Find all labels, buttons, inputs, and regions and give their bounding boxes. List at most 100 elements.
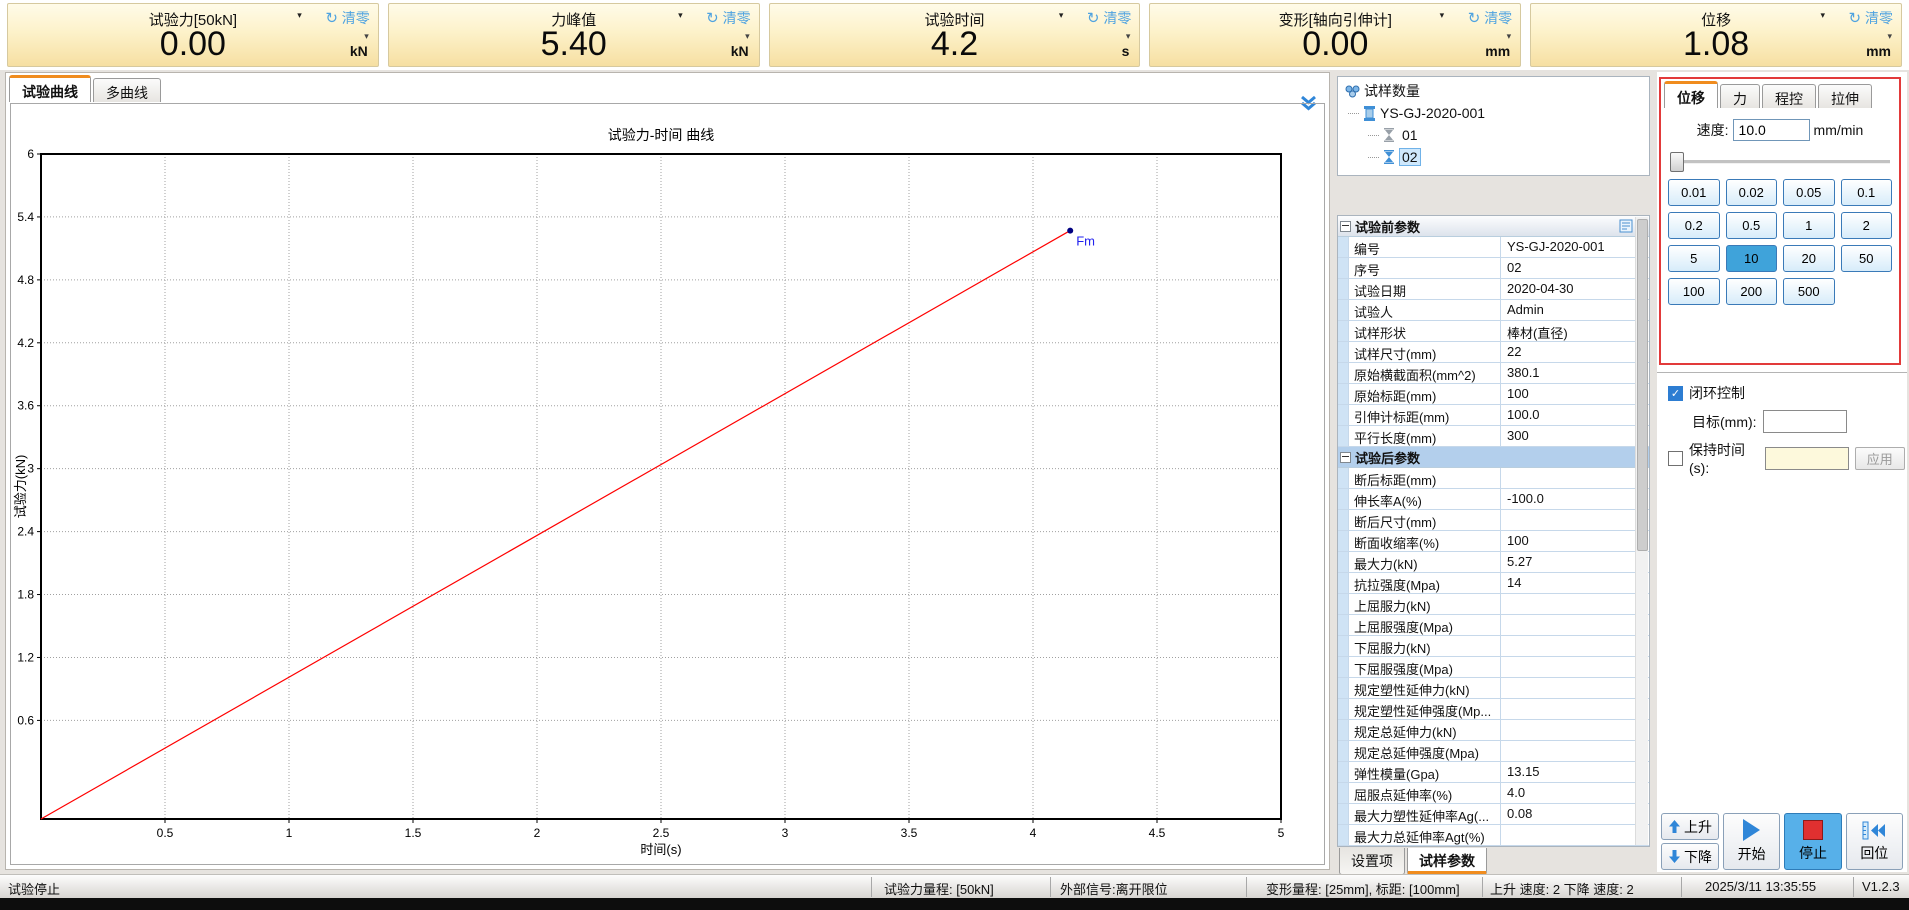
param-row[interactable]: 断面收缩率(%) 100 bbox=[1338, 531, 1649, 552]
param-row[interactable]: 断后标距(mm) bbox=[1338, 468, 1649, 489]
down-button[interactable]: 下降 bbox=[1661, 843, 1719, 870]
param-value[interactable]: 100 bbox=[1507, 386, 1529, 401]
collapse-icon[interactable] bbox=[1340, 451, 1351, 463]
chevron-down-icon[interactable]: ▾ bbox=[1125, 31, 1131, 41]
control-tab[interactable]: 位移 bbox=[1664, 81, 1718, 108]
slider-handle[interactable] bbox=[1670, 152, 1684, 172]
zero-button[interactable]: ↻ 清零 bbox=[706, 8, 750, 28]
chevron-down-icon[interactable]: ▾ bbox=[1058, 10, 1064, 20]
param-value[interactable]: 22 bbox=[1507, 344, 1522, 359]
param-row[interactable]: 编号 YS-GJ-2020-001 bbox=[1338, 237, 1649, 258]
param-row[interactable]: 规定塑性延伸强度(Mp... bbox=[1338, 699, 1649, 720]
param-row[interactable]: 平行长度(mm) 300 bbox=[1338, 426, 1649, 447]
tree-root[interactable]: 试样数量 bbox=[1338, 80, 1649, 102]
hold-time-checkbox[interactable] bbox=[1668, 450, 1683, 466]
param-value[interactable] bbox=[1501, 636, 1649, 656]
collapse-chevron-icon[interactable] bbox=[1300, 95, 1317, 111]
target-input[interactable] bbox=[1762, 410, 1847, 433]
param-row[interactable]: 断后尺寸(mm) bbox=[1338, 510, 1649, 531]
param-row[interactable]: 最大力总延伸率Agt(%) bbox=[1338, 825, 1649, 846]
zero-button[interactable]: ↻ 清零 bbox=[1087, 8, 1131, 28]
speed-button[interactable]: 1 bbox=[1783, 212, 1835, 239]
speed-button[interactable]: 10 bbox=[1725, 245, 1777, 272]
param-value[interactable]: 0.08 bbox=[1507, 806, 1533, 821]
speed-button[interactable]: 2 bbox=[1840, 212, 1892, 239]
home-button[interactable]: 回位 bbox=[1845, 813, 1903, 870]
clipboard-icon[interactable] bbox=[1619, 219, 1633, 233]
chart-tab[interactable]: 试验曲线 bbox=[9, 75, 91, 102]
param-value[interactable]: 300 bbox=[1507, 428, 1529, 443]
param-row[interactable]: 原始标距(mm) 100 bbox=[1338, 384, 1649, 405]
param-value[interactable]: 02 bbox=[1507, 260, 1522, 275]
speed-button[interactable]: 500 bbox=[1783, 278, 1835, 305]
param-section-header[interactable]: 试验后参数 bbox=[1338, 447, 1649, 468]
speed-button[interactable]: 200 bbox=[1725, 278, 1777, 305]
param-row[interactable]: 试验日期 2020-04-30 bbox=[1338, 279, 1649, 300]
stop-button[interactable]: 停止 bbox=[1784, 813, 1842, 870]
param-section-header[interactable]: 试验前参数 bbox=[1338, 216, 1649, 237]
param-row[interactable]: 弹性模量(Gpa) 13.15 bbox=[1338, 762, 1649, 783]
param-value[interactable]: 13.15 bbox=[1507, 764, 1540, 779]
param-value[interactable] bbox=[1501, 678, 1649, 698]
param-row[interactable]: 下屈服力(kN) bbox=[1338, 636, 1649, 657]
chevron-down-icon[interactable]: ▾ bbox=[1820, 10, 1825, 20]
chevron-down-icon[interactable]: ▾ bbox=[1439, 10, 1445, 20]
chart-tab[interactable]: 多曲线 bbox=[93, 78, 161, 102]
speed-button[interactable]: 0.02 bbox=[1725, 179, 1777, 206]
param-row[interactable]: 原始横截面积(mm^2) 380.1 bbox=[1338, 363, 1649, 384]
param-row[interactable]: 引伸计标距(mm) 100.0 bbox=[1338, 405, 1649, 426]
speed-button[interactable]: 5 bbox=[1668, 245, 1720, 272]
scrollbar-thumb[interactable] bbox=[1637, 219, 1648, 551]
param-value[interactable]: 100 bbox=[1507, 533, 1529, 548]
param-value[interactable]: 100.0 bbox=[1507, 407, 1540, 422]
param-value[interactable]: Admin bbox=[1507, 302, 1544, 317]
param-value[interactable]: -100.0 bbox=[1507, 491, 1544, 506]
param-row[interactable]: 序号 02 bbox=[1338, 258, 1649, 279]
param-value[interactable] bbox=[1501, 510, 1649, 530]
param-row[interactable]: 试样形状 棒材(直径) bbox=[1338, 321, 1649, 342]
control-tab[interactable]: 程控 bbox=[1762, 84, 1816, 108]
param-row[interactable]: 上屈服力(kN) bbox=[1338, 594, 1649, 615]
param-value[interactable]: 4.0 bbox=[1507, 785, 1526, 800]
speed-input[interactable] bbox=[1732, 119, 1810, 141]
closed-loop-checkbox[interactable]: ✓ bbox=[1668, 385, 1683, 401]
speed-button[interactable]: 0.05 bbox=[1783, 179, 1835, 206]
param-row[interactable]: 屈服点延伸率(%) 4.0 bbox=[1338, 783, 1649, 804]
zero-button[interactable]: ↻ 清零 bbox=[1468, 8, 1512, 28]
param-value[interactable]: 380.1 bbox=[1507, 365, 1540, 380]
speed-button[interactable]: 20 bbox=[1783, 245, 1835, 272]
chevron-down-icon[interactable]: ▾ bbox=[297, 10, 302, 20]
param-row[interactable]: 规定总延伸力(kN) bbox=[1338, 720, 1649, 741]
collapse-icon[interactable] bbox=[1340, 220, 1351, 232]
param-value[interactable]: 2020-04-30 bbox=[1507, 281, 1574, 296]
control-tab[interactable]: 力 bbox=[1720, 84, 1760, 108]
param-value[interactable] bbox=[1501, 657, 1649, 677]
param-row[interactable]: 上屈服强度(Mpa) bbox=[1338, 615, 1649, 636]
up-button[interactable]: 上升 bbox=[1661, 813, 1719, 840]
param-row[interactable]: 下屈服强度(Mpa) bbox=[1338, 657, 1649, 678]
param-tab[interactable]: 设置项 bbox=[1339, 848, 1405, 875]
param-row[interactable]: 规定总延伸强度(Mpa) bbox=[1338, 741, 1649, 762]
param-value[interactable]: 5.27 bbox=[1507, 554, 1533, 569]
tree-sample-item[interactable]: 01 bbox=[1338, 124, 1649, 146]
tree-batch[interactable]: YS-GJ-2020-001 bbox=[1338, 102, 1649, 124]
speed-button[interactable]: 0.5 bbox=[1725, 212, 1777, 239]
scrollbar[interactable] bbox=[1635, 217, 1648, 845]
param-row[interactable]: 最大力(kN) 5.27 bbox=[1338, 552, 1649, 573]
hold-time-input[interactable] bbox=[1764, 446, 1849, 470]
speed-button[interactable]: 0.1 bbox=[1840, 179, 1892, 206]
param-row[interactable]: 试样尺寸(mm) 22 bbox=[1338, 342, 1649, 363]
param-value[interactable] bbox=[1501, 699, 1649, 719]
param-value[interactable]: 14 bbox=[1507, 575, 1522, 590]
speed-slider[interactable] bbox=[1670, 152, 1890, 172]
speed-button[interactable]: 0.2 bbox=[1668, 212, 1720, 239]
zero-button[interactable]: ↻ 清零 bbox=[325, 8, 369, 28]
param-value[interactable] bbox=[1501, 825, 1649, 845]
chevron-down-icon[interactable]: ▾ bbox=[678, 10, 683, 20]
param-value[interactable]: 棒材(直径) bbox=[1507, 326, 1568, 341]
param-row[interactable]: 最大力塑性延伸率Ag(... 0.08 bbox=[1338, 804, 1649, 825]
param-row[interactable]: 试验人 Admin bbox=[1338, 300, 1649, 321]
start-button[interactable]: 开始 bbox=[1723, 813, 1781, 870]
chevron-down-icon[interactable]: ▾ bbox=[1887, 31, 1892, 41]
speed-button[interactable]: 0.01 bbox=[1668, 179, 1720, 206]
